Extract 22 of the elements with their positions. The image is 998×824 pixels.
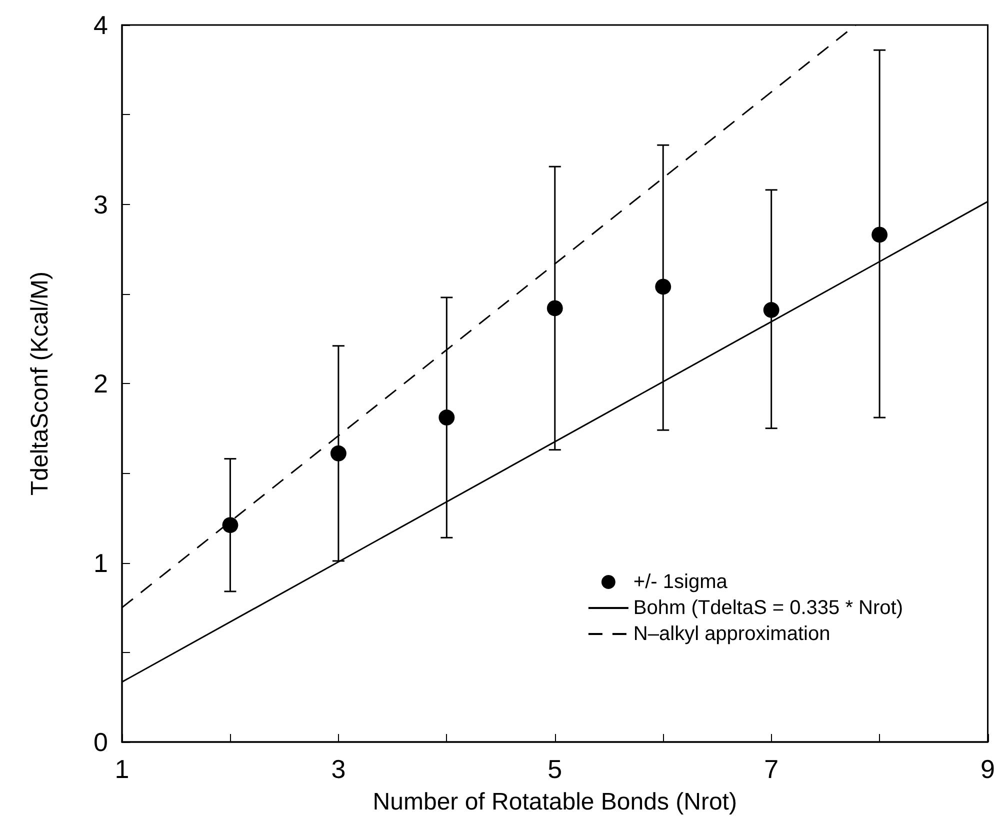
y-tick-label: 1 bbox=[94, 548, 108, 578]
y-tick-label: 4 bbox=[94, 10, 108, 40]
x-tick-label: 3 bbox=[331, 754, 346, 784]
point bbox=[546, 300, 563, 316]
legend-label: Bohm (TdeltaS = 0.335 * Nrot) bbox=[633, 597, 904, 619]
point bbox=[655, 278, 672, 295]
point bbox=[222, 517, 238, 534]
y-tick-label: 2 bbox=[94, 368, 108, 398]
x-tick-label: 7 bbox=[764, 754, 779, 784]
legend-label: +/- 1sigma bbox=[633, 571, 728, 593]
x-axis-title: Number of Rotatable Bonds (Nrot) bbox=[372, 788, 737, 816]
y-axis-title: TdeltaSconf (Kcal/M) bbox=[26, 271, 54, 496]
point bbox=[330, 445, 346, 462]
y-tick-label: 0 bbox=[94, 727, 108, 757]
point bbox=[438, 410, 455, 426]
y-tick-label: 3 bbox=[94, 189, 108, 220]
x-tick-label: 9 bbox=[980, 754, 996, 784]
point bbox=[763, 302, 780, 318]
legend-label: N–alkyl approximation bbox=[633, 623, 830, 645]
x-tick-label: 1 bbox=[114, 754, 130, 784]
point bbox=[872, 226, 888, 243]
x-tick-label: 5 bbox=[548, 754, 562, 784]
